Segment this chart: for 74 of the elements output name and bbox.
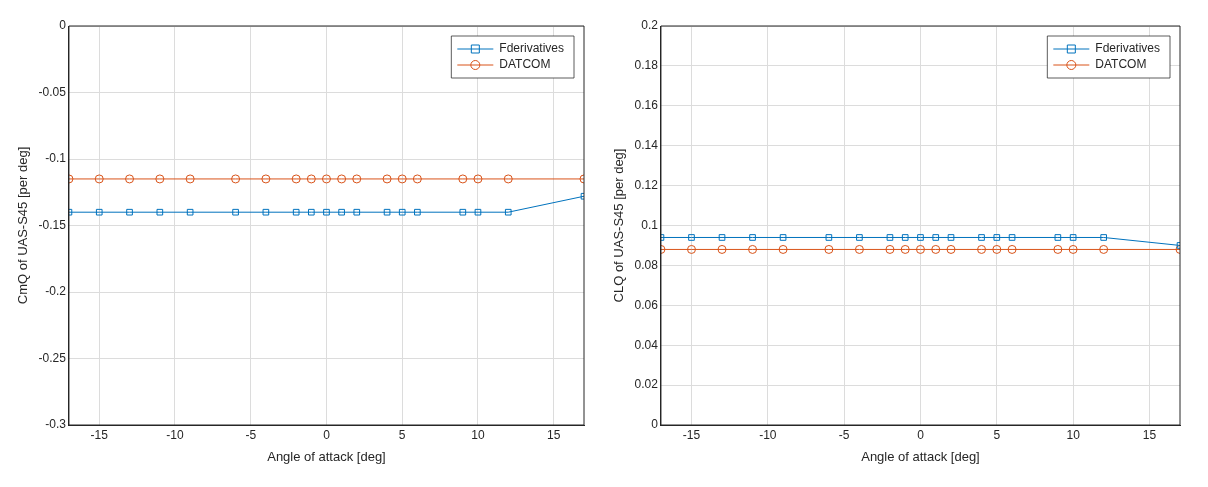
legend-label: Fderivatives (1095, 41, 1160, 56)
point (292, 208, 300, 216)
point (398, 208, 406, 216)
x-axis-title: Angle of attack [deg] (861, 448, 980, 464)
point (156, 208, 164, 216)
point (474, 208, 482, 216)
y-tick-label: 0.16 (634, 98, 659, 113)
point (126, 208, 133, 216)
legend-label: DATCOM (1095, 57, 1147, 72)
x-tick-label: 15 (1142, 427, 1157, 442)
x-tick-label: 0 (323, 427, 331, 442)
y-axis-title: CLQ of UAS-S45 [per deg] (611, 148, 627, 303)
point (95, 208, 103, 216)
y-tick-label: -0.3 (45, 417, 67, 432)
x-tick-label: 10 (1066, 427, 1081, 442)
legend-label: Fderivatives (499, 41, 564, 56)
point (337, 174, 347, 184)
x-tick-label: -5 (245, 427, 257, 442)
point (382, 174, 392, 184)
y-axis-title: CmQ of UAS-S45 [per deg] (15, 146, 31, 305)
point (352, 174, 362, 184)
y-tick-label: 0.06 (634, 297, 659, 312)
point (338, 208, 345, 216)
x-tick-label: 15 (547, 427, 561, 442)
point (291, 174, 301, 184)
x-tick-label: -15 (90, 427, 109, 442)
y-tick-label: 0.18 (634, 58, 659, 73)
y-tick-label: 0.04 (634, 337, 659, 352)
y-tick-label: -0.2 (45, 284, 67, 299)
x-tick-label: 5 (398, 427, 406, 442)
x-tick-label: -5 (838, 427, 850, 442)
point (473, 174, 483, 184)
point (232, 208, 239, 216)
point (306, 174, 316, 184)
y-tick-label: 0.14 (634, 138, 659, 153)
legend-label: DATCOM (499, 57, 551, 72)
point (353, 208, 361, 216)
x-axis-title: Angle of attack [deg] (267, 448, 386, 464)
y-tick-label: 0 (59, 18, 67, 33)
point (458, 174, 468, 184)
point (262, 208, 270, 216)
x-tick-label: 0 (917, 427, 925, 442)
point (125, 174, 135, 184)
point (308, 208, 315, 216)
y-tick-label: 0.1 (641, 217, 659, 232)
point (397, 174, 407, 184)
x-tick-label: -10 (759, 427, 777, 442)
point (504, 208, 512, 216)
y-tick-label: 0 (651, 417, 659, 432)
point (321, 174, 331, 184)
x-tick-label: 10 (471, 427, 485, 442)
y-tick-label: 0.12 (634, 177, 659, 192)
point (323, 208, 330, 216)
point (383, 208, 391, 216)
y-tick-label: 0.08 (634, 257, 659, 272)
point (414, 208, 421, 216)
y-tick-label: 0.02 (634, 377, 659, 392)
point (155, 174, 165, 184)
point (459, 208, 467, 216)
point (412, 174, 422, 184)
point (185, 174, 195, 184)
y-tick-label: -0.25 (38, 350, 67, 365)
point (186, 208, 194, 216)
y-tick-label: -0.15 (38, 217, 67, 232)
point (503, 174, 513, 184)
y-tick-label: -0.05 (38, 84, 67, 99)
x-tick-label: -15 (682, 427, 701, 442)
point (94, 174, 104, 184)
x-tick-label: 5 (993, 427, 1001, 442)
x-tick-label: -10 (166, 427, 184, 442)
y-tick-label: 0.2 (641, 18, 659, 33)
point (261, 174, 271, 184)
point (231, 174, 241, 184)
y-tick-label: -0.1 (45, 151, 67, 166)
